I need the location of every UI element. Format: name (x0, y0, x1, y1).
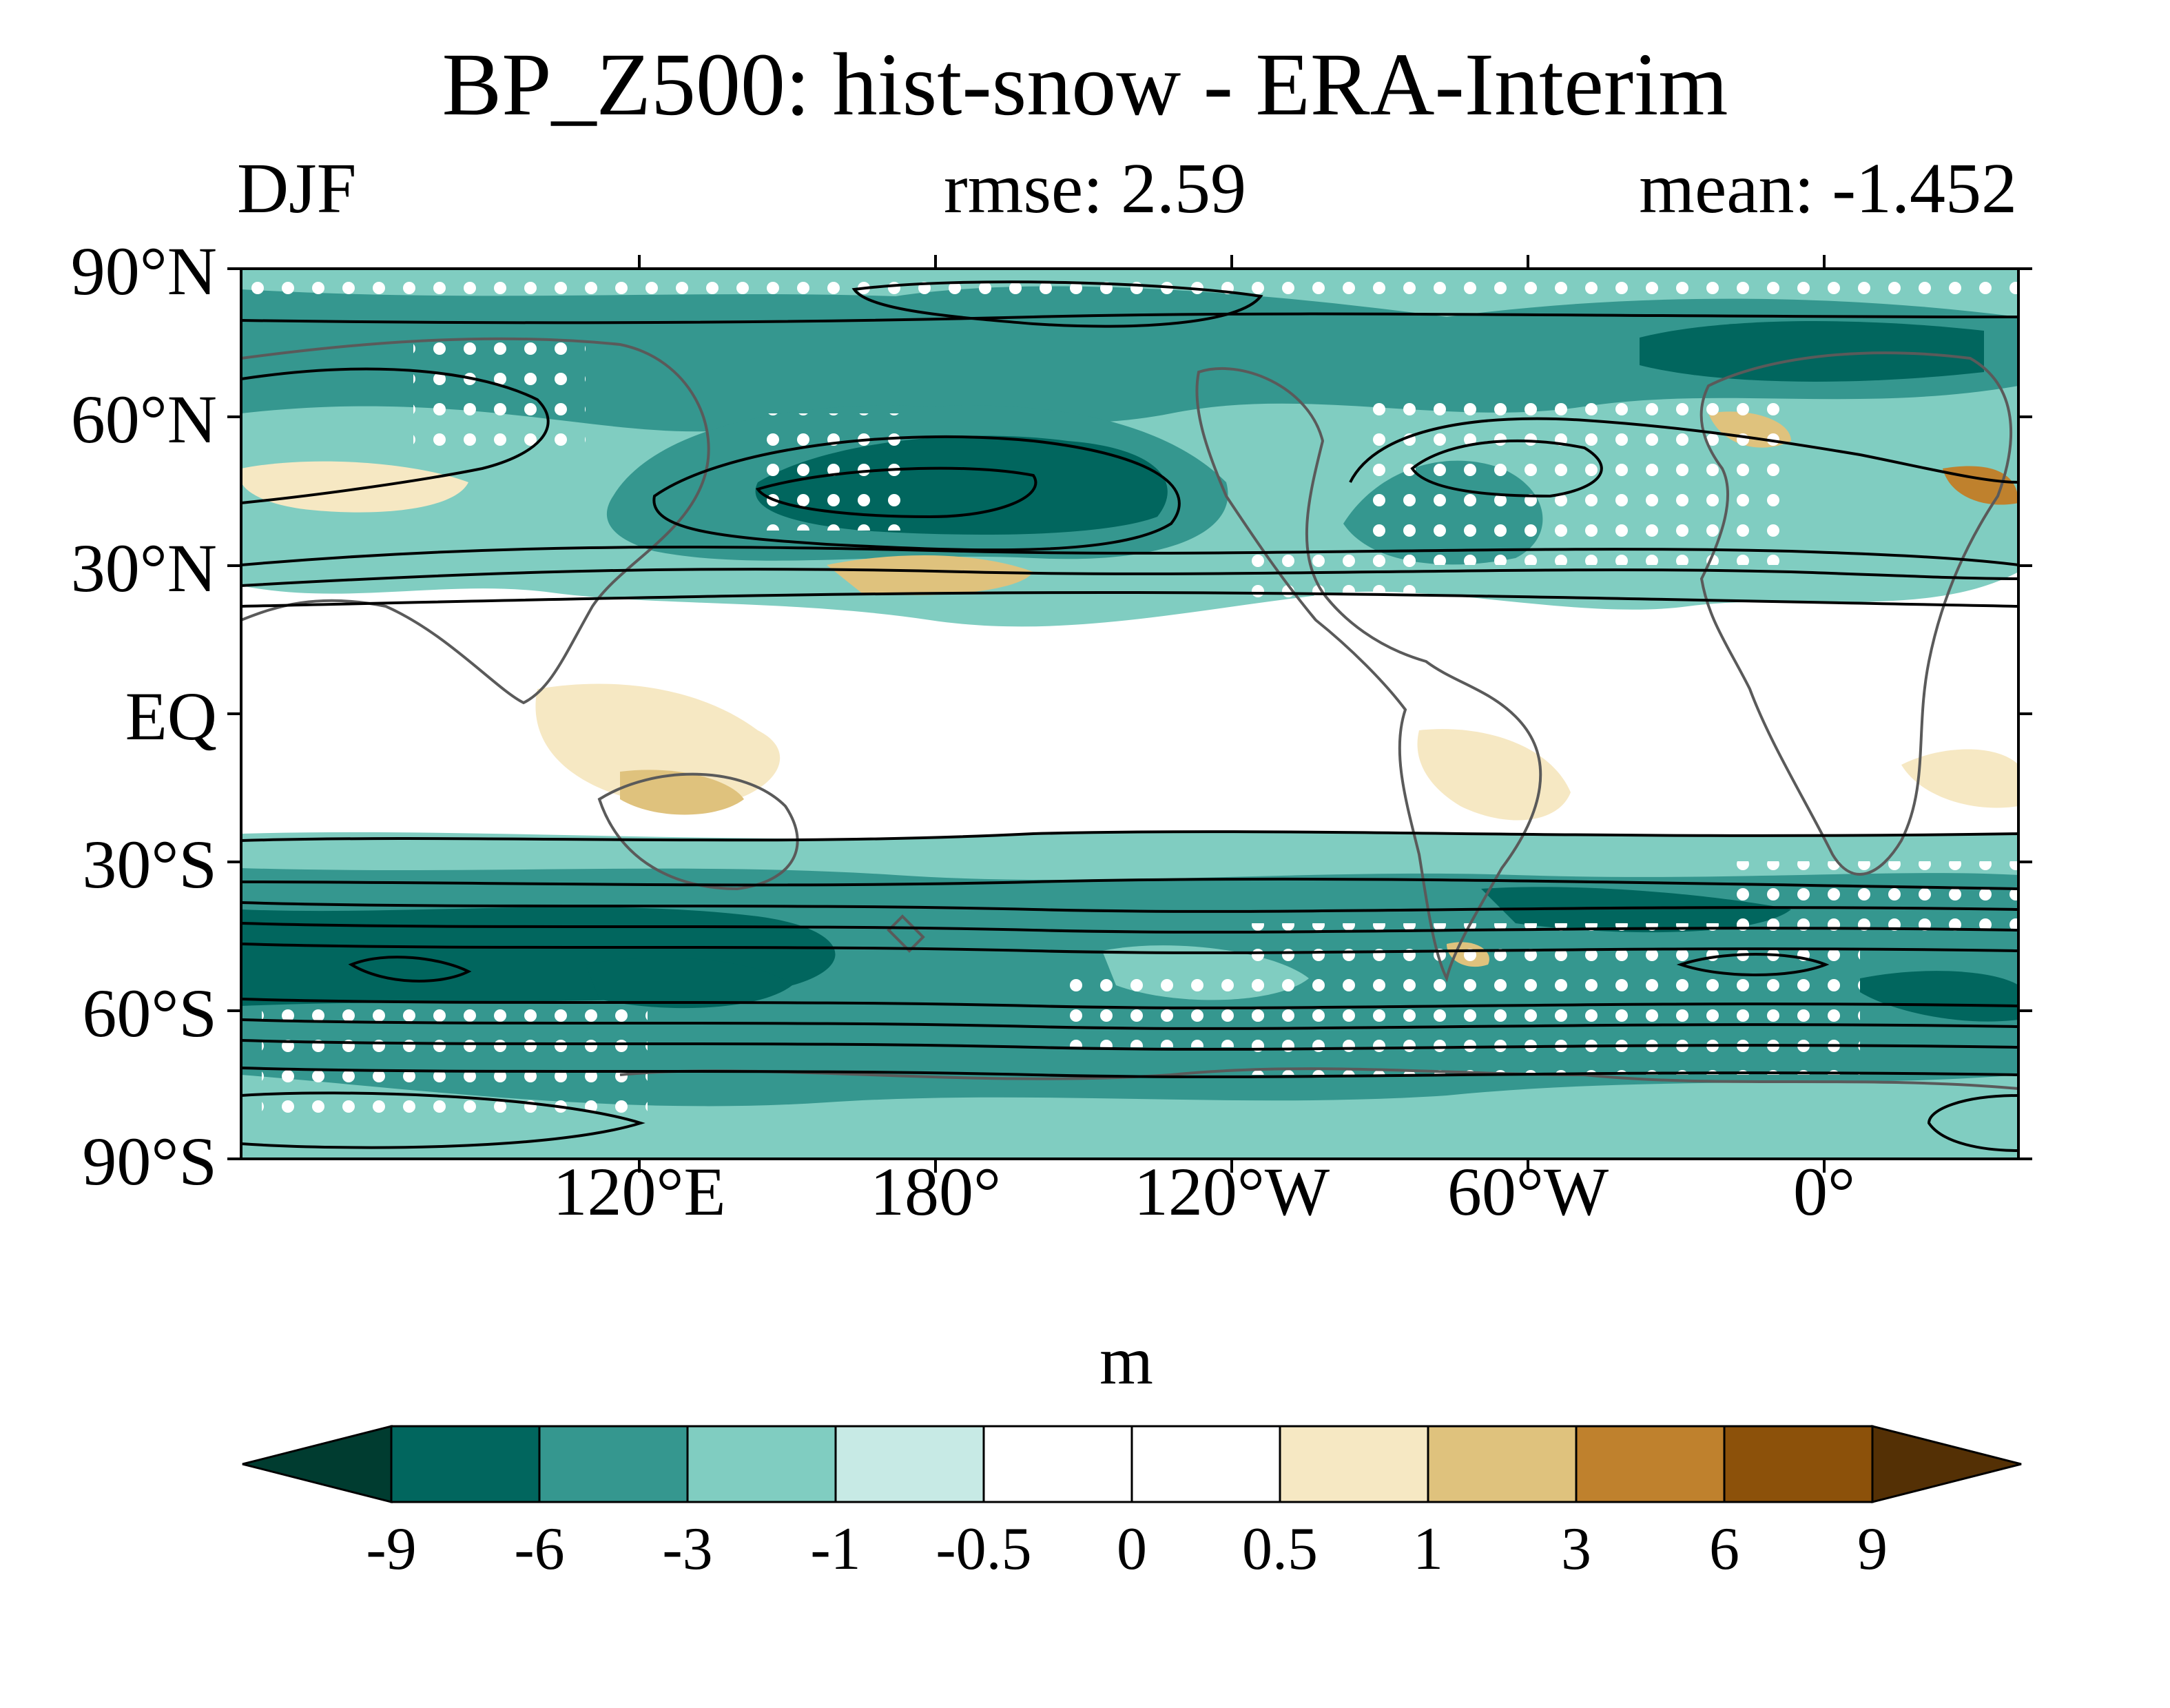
colorbar-segment-2 (538, 1425, 689, 1503)
colorbar-segment-9 (1575, 1425, 1726, 1503)
lat-label-30s: 30°S (82, 826, 217, 903)
colorbar-label: 9 (1857, 1516, 1888, 1583)
axis-ticks (227, 255, 2032, 1173)
colorbar-segment-8 (1427, 1425, 1578, 1503)
anomaly-region-sh-core-3 (1481, 887, 1791, 933)
anomaly-region-brown-5 (1417, 729, 1571, 821)
colorbar-label: -3 (662, 1516, 713, 1583)
colorbar-label: -1 (810, 1516, 861, 1583)
colorbar-segment-1 (390, 1425, 541, 1503)
climatology-contours (241, 280, 2018, 1152)
colorbar-segment-11 (1871, 1425, 2022, 1503)
colorbar-label: 6 (1709, 1516, 1739, 1583)
anomaly-region-brown-1 (241, 461, 468, 513)
lat-label-90s: 90°S (82, 1123, 217, 1200)
anomaly-region-brown-8 (1901, 749, 2018, 808)
lon-label-180: 180° (870, 1153, 1001, 1230)
coastlines (241, 337, 2018, 1090)
colorbar-segment-4 (834, 1425, 985, 1503)
colorbar-label: 0.5 (1242, 1516, 1318, 1583)
colorbar-label: 0 (1117, 1516, 1147, 1583)
plot-title: BP_Z500: hist-snow - ERA-Interim (442, 35, 1728, 134)
lat-label-60n: 60°N (70, 381, 217, 457)
colorbar-label: -9 (366, 1516, 417, 1583)
anomaly-region-sh-core-4 (1860, 971, 2018, 1022)
lon-label-120w: 120°W (1133, 1153, 1330, 1230)
anomaly-region-brown-4 (620, 770, 744, 815)
colorbar-label: -0.5 (936, 1516, 1032, 1583)
lat-label-eq: EQ (125, 678, 217, 754)
lon-label-0: 0° (1793, 1153, 1855, 1230)
colorbar-units: m (1099, 1322, 1153, 1399)
colorbar-label: 3 (1561, 1516, 1591, 1583)
colorbar-segment-5 (982, 1425, 1133, 1503)
anomaly-region-brown-2 (827, 555, 1033, 595)
colorbar-segment-10 (1723, 1425, 1874, 1503)
map-field (241, 269, 2018, 1159)
season-label: DJF (237, 149, 357, 228)
rmse-label: rmse: 2.59 (944, 149, 1247, 228)
lat-label-30n: 30°N (70, 530, 217, 606)
colorbar (242, 1425, 2022, 1503)
mean-label: mean: -1.452 (1639, 149, 2017, 228)
anomaly-region-nh-arctic-core (1640, 321, 1984, 382)
lat-label-90n: 90°N (70, 233, 217, 309)
colorbar-segment-7 (1279, 1425, 1429, 1503)
colorbar-segment-3 (686, 1425, 837, 1503)
colorbar-label: 1 (1413, 1516, 1443, 1583)
lat-label-60s: 60°S (82, 975, 217, 1051)
lon-label-60w: 60°W (1447, 1153, 1609, 1230)
colorbar-label: -6 (514, 1516, 565, 1583)
colorbar-segment-0 (242, 1425, 393, 1503)
lon-label-120e: 120°E (552, 1153, 726, 1230)
colorbar-segment-6 (1130, 1425, 1281, 1503)
